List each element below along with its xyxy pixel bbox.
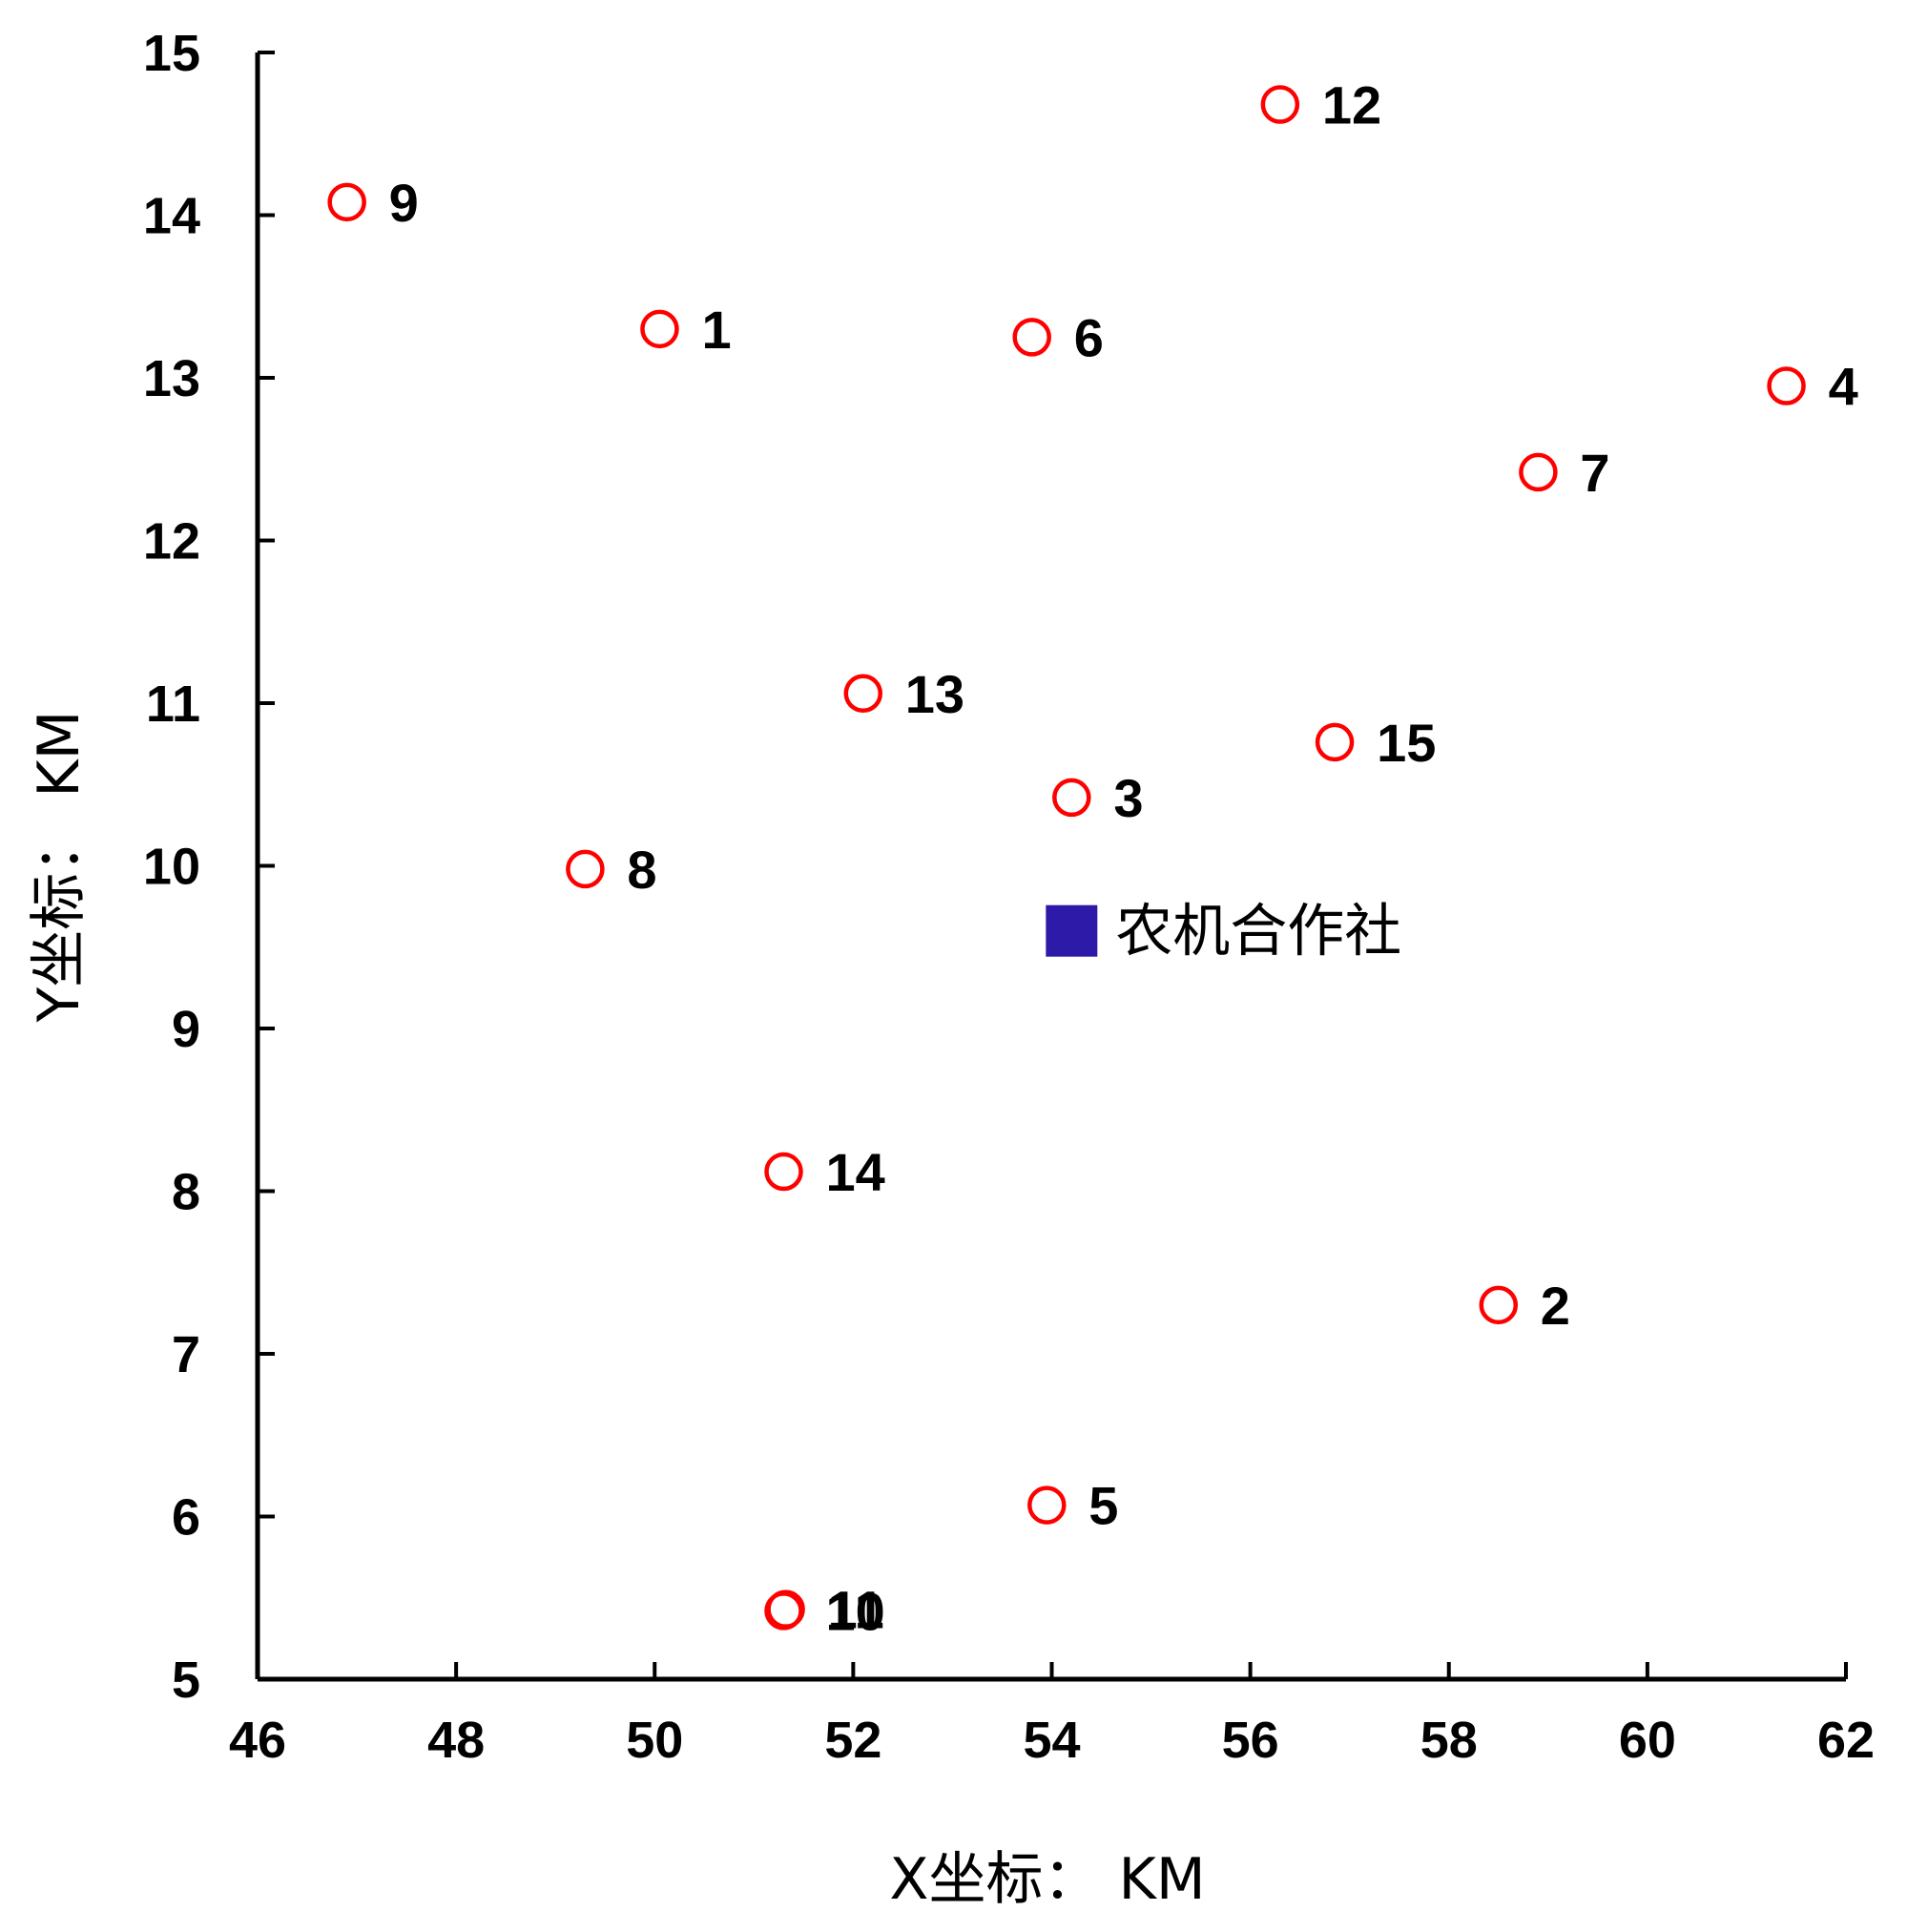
y-tick-label: 13 (143, 350, 200, 407)
data-point-label: 4 (1829, 357, 1858, 417)
y-tick-label: 14 (143, 188, 200, 245)
series-label: 农机合作社 (1115, 899, 1401, 966)
x-tick-label: 52 (824, 1712, 881, 1769)
axes (255, 52, 1846, 1682)
x-tick-label: 46 (229, 1712, 286, 1769)
y-tick-label: 10 (143, 839, 200, 896)
y-tick-label: 8 (172, 1164, 200, 1221)
x-tick-label: 48 (427, 1712, 485, 1769)
legend-marker-square (1046, 904, 1098, 957)
x-tick-label: 54 (1023, 1712, 1080, 1769)
data-point-label: 14 (826, 1142, 885, 1202)
x-tick-label: 58 (1420, 1712, 1478, 1769)
data-point-marker (764, 1152, 803, 1192)
y-tick-label: 15 (143, 25, 200, 82)
data-point-label: 1 (701, 300, 731, 360)
data-point-label: 7 (1580, 443, 1609, 503)
y-tick-label: 6 (172, 1489, 200, 1547)
data-point-marker (1767, 366, 1806, 405)
data-point-label: 11 (828, 1580, 884, 1640)
data-point-label: 3 (1113, 768, 1143, 828)
x-tick-label: 50 (626, 1712, 683, 1769)
data-point-marker (640, 309, 679, 349)
data-point-marker (327, 182, 366, 222)
data-point-marker (766, 1589, 805, 1629)
x-axis-title: X坐标： KM (889, 1846, 1205, 1913)
y-tick-label: 12 (143, 513, 200, 571)
data-point-label: 6 (1074, 307, 1104, 367)
y-tick-label: 9 (172, 1001, 200, 1058)
data-point-label: 2 (1541, 1276, 1570, 1336)
y-tick-label: 7 (172, 1326, 200, 1383)
data-point-label: 9 (389, 173, 419, 233)
y-axis-title: Y坐标： KM (26, 711, 93, 1024)
data-point-label: 12 (1322, 75, 1381, 135)
data-point-marker (1315, 722, 1355, 762)
data-point-marker (1052, 778, 1091, 818)
data-point-marker (1519, 452, 1558, 492)
x-tick-label: 60 (1619, 1712, 1676, 1769)
data-point-label: 5 (1088, 1476, 1118, 1536)
data-point-marker (566, 849, 605, 889)
y-tick-label: 5 (172, 1652, 200, 1709)
data-point-marker (1479, 1285, 1519, 1325)
x-tick-label: 56 (1222, 1712, 1279, 1769)
data-point-marker (1027, 1485, 1067, 1525)
data-point-marker (843, 674, 883, 714)
data-point-label: 13 (905, 664, 964, 724)
data-point-marker (1012, 318, 1051, 357)
y-tick-label: 11 (146, 675, 200, 733)
data-point-label: 15 (1377, 713, 1436, 773)
data-point-label: 10 (826, 1581, 885, 1641)
x-tick-label: 62 (1817, 1712, 1875, 1769)
data-point-label: 8 (627, 840, 656, 900)
data-point-marker (1260, 85, 1300, 124)
